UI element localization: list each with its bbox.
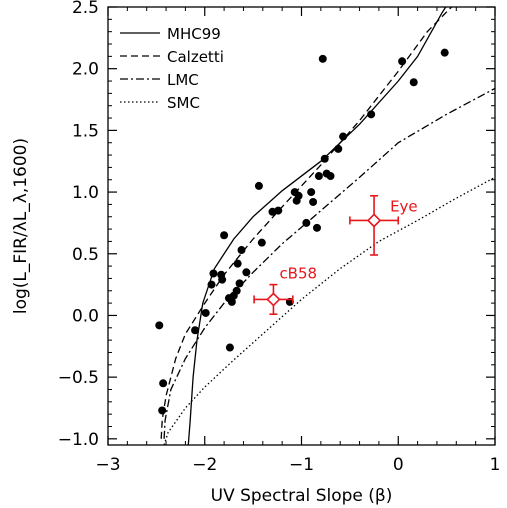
x-tick-label: 0 — [393, 455, 404, 475]
data-point — [235, 279, 244, 288]
data-point — [159, 379, 168, 388]
data-point — [237, 246, 246, 255]
y-tick-label: 0.5 — [72, 245, 99, 265]
curve-calzetti — [160, 7, 452, 439]
y-tick-label: 2.5 — [72, 0, 99, 18]
curve-lmc — [163, 87, 495, 439]
data-point — [209, 269, 218, 278]
legend-label: MHC99 — [167, 25, 221, 43]
model-curves — [160, 7, 495, 445]
data-point — [326, 172, 335, 181]
data-point — [158, 406, 167, 415]
y-tick-label: 2.0 — [72, 60, 99, 80]
x-tick-label: −3 — [95, 455, 120, 475]
data-point — [318, 54, 327, 63]
legend-label: Calzetti — [167, 48, 224, 66]
axis-ticks: −3 −2 −1 0 1 −1.0 −0.5 0.0 0.5 1.0 1.5 2.0 2.5 — [58, 0, 501, 475]
curve-mhc99 — [187, 7, 447, 445]
data-point — [201, 308, 210, 317]
data-point — [207, 280, 216, 289]
data-point — [257, 238, 266, 247]
highlight-eye: Eye — [349, 194, 418, 256]
highlight-label: cB58 — [279, 265, 317, 283]
x-tick-label: 1 — [490, 455, 501, 475]
data-point — [398, 57, 407, 66]
data-point — [312, 223, 321, 232]
y-tick-label: 1.5 — [72, 121, 99, 141]
highlight-cb58: cB58 — [253, 265, 317, 316]
curve-smc — [163, 176, 495, 445]
legend-entry-smc: SMC — [120, 94, 200, 112]
data-point — [440, 48, 449, 57]
highlight-marker — [266, 292, 281, 307]
data-point — [220, 231, 229, 240]
data-point — [367, 110, 376, 119]
data-point — [339, 132, 348, 141]
x-tick-label: −1 — [289, 455, 314, 475]
x-axis-title: UV Spectral Slope (β) — [211, 486, 393, 506]
data-point — [274, 206, 283, 215]
y-axis-title: log(L_FIR/λL_λ,1600) — [11, 138, 31, 314]
plot-frame — [107, 6, 496, 446]
legend-label: SMC — [167, 94, 200, 112]
data-point — [225, 343, 234, 352]
data-point — [294, 191, 303, 200]
highlighted-points: Eye cB58 — [253, 194, 418, 316]
data-point — [409, 78, 418, 87]
legend-entry-lmc: LMC — [120, 71, 199, 89]
legend-label: LMC — [167, 71, 199, 89]
y-tick-label: −0.5 — [58, 368, 99, 388]
data-point — [227, 297, 236, 306]
legend-entry-mhc99: MHC99 — [120, 25, 221, 43]
data-point — [307, 188, 316, 197]
data-point — [254, 181, 263, 190]
legend-entry-calzetti: Calzetti — [120, 48, 224, 66]
data-point — [314, 172, 323, 181]
data-point — [309, 197, 318, 206]
data-point — [233, 259, 242, 268]
data-point — [218, 275, 227, 284]
y-tick-label: 1.0 — [72, 183, 99, 203]
data-point — [302, 218, 311, 227]
data-point — [191, 326, 200, 335]
highlight-label: Eye — [390, 197, 418, 215]
x-tick-label: −2 — [192, 455, 217, 475]
data-points — [155, 48, 449, 415]
data-point — [242, 268, 251, 277]
data-point — [334, 144, 343, 153]
data-point — [320, 154, 329, 163]
highlight-marker — [366, 213, 382, 228]
data-point — [232, 286, 241, 295]
y-tick-label: 0.0 — [72, 306, 99, 326]
data-point — [155, 321, 164, 330]
y-tick-label: −1.0 — [58, 430, 99, 450]
legend: MHC99 Calzetti LMC SMC — [120, 25, 224, 112]
